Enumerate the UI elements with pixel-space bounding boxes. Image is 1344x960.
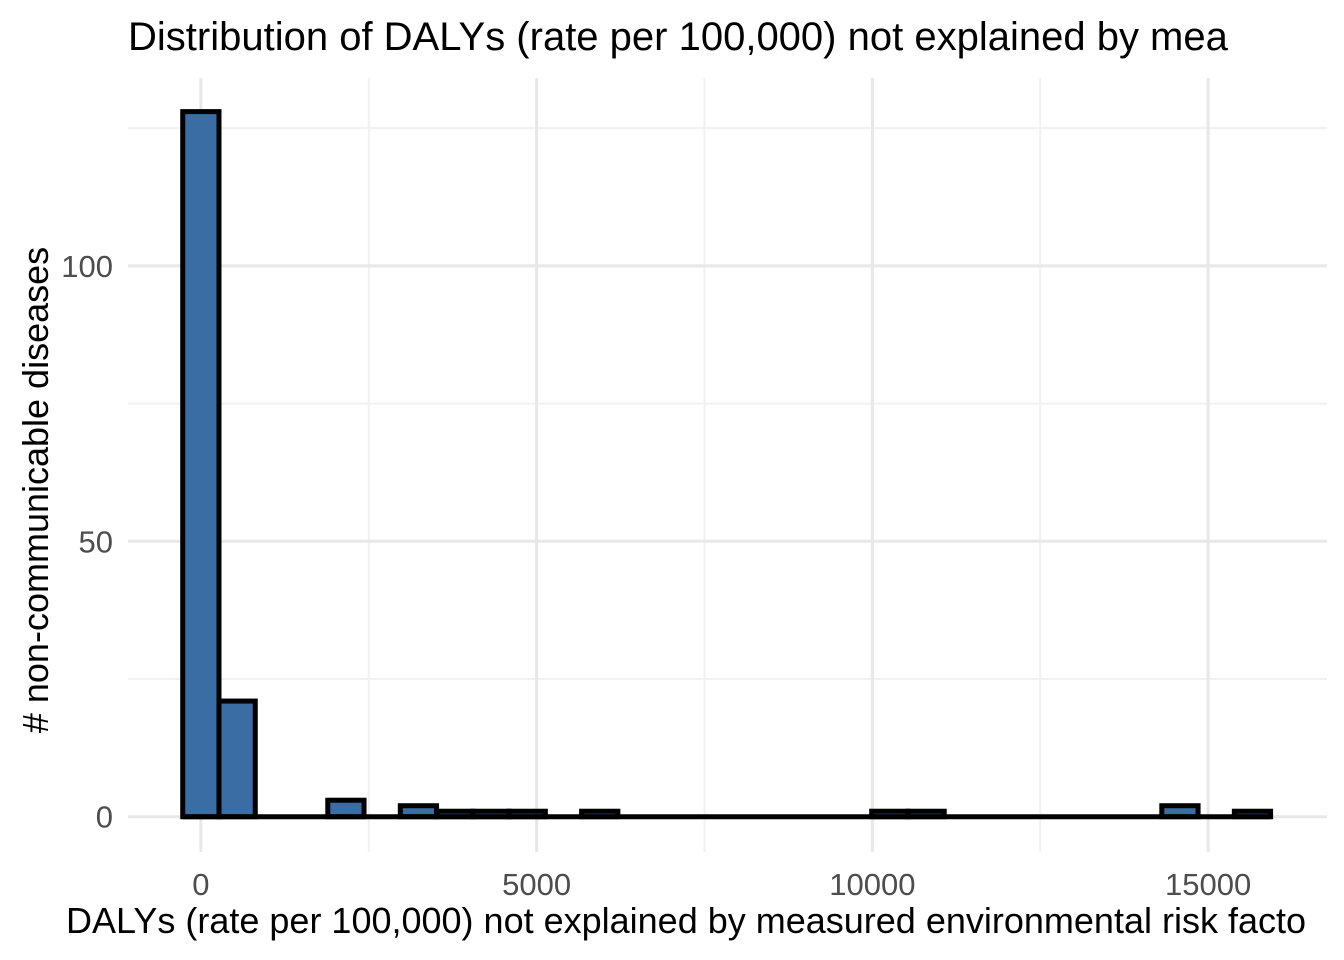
- y-axis-title: # non-communicable diseases: [15, 246, 56, 734]
- chart-title: Distribution of DALYs (rate per 100,000)…: [128, 15, 1228, 59]
- x-tick-label: 15000: [1165, 867, 1251, 902]
- x-tick-label: 0: [192, 867, 209, 902]
- x-tick-label: 10000: [829, 867, 915, 902]
- y-tick-label: 100: [61, 249, 113, 284]
- y-tick-label: 0: [96, 800, 113, 835]
- histogram-bar: [216, 698, 258, 820]
- histogram-bar: [180, 109, 222, 820]
- y-tick-label: 50: [79, 524, 113, 559]
- x-axis-title: DALYs (rate per 100,000) not explained b…: [66, 900, 1306, 941]
- x-tick-label: 5000: [502, 867, 571, 902]
